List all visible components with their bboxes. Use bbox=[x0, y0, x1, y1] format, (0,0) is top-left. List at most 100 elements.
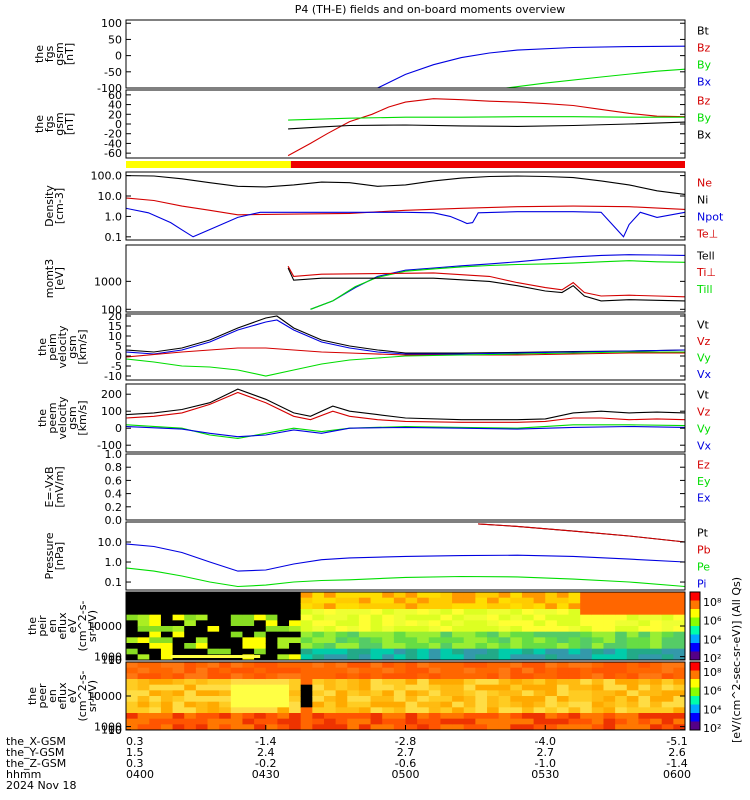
heatmap-cell bbox=[370, 724, 383, 731]
heatmap-cell bbox=[149, 637, 162, 644]
heatmap-cell bbox=[254, 597, 267, 604]
x-row-label: the_Z-GSM bbox=[6, 757, 66, 770]
heatmap-cell bbox=[254, 603, 267, 610]
heatmap-cell bbox=[126, 667, 139, 674]
heatmap-cell bbox=[242, 667, 255, 674]
heatmap-cell bbox=[254, 609, 267, 616]
heatmap-cell bbox=[265, 673, 278, 680]
heatmap-cell bbox=[498, 684, 511, 691]
x-row-value: -2.8 bbox=[395, 735, 416, 748]
heatmap-cell bbox=[661, 620, 674, 627]
heatmap-cell bbox=[393, 626, 406, 633]
x-row-value: 0.3 bbox=[126, 757, 144, 770]
heatmap-cell bbox=[195, 662, 209, 669]
heatmap-cell bbox=[242, 592, 255, 599]
heatmap-cell bbox=[591, 690, 604, 697]
heatmap-cell bbox=[289, 654, 302, 661]
heatmap-cell bbox=[149, 713, 162, 720]
heatmap-cell bbox=[289, 643, 302, 650]
heatmap-cell bbox=[335, 662, 348, 669]
heatmap-cell bbox=[370, 684, 383, 691]
heatmap-cell bbox=[417, 637, 430, 644]
y-axis-label: Pressure bbox=[43, 532, 56, 579]
heatmap-cell bbox=[510, 654, 523, 661]
heatmap-cell bbox=[591, 631, 604, 638]
heatmap-cell bbox=[184, 701, 197, 708]
heatmap-cell bbox=[323, 643, 337, 650]
heatmap-cell bbox=[405, 673, 418, 680]
heatmap-cell bbox=[428, 597, 441, 604]
heatmap-cell bbox=[510, 662, 523, 669]
heatmap-cell bbox=[358, 713, 372, 720]
heatmap-cell bbox=[160, 713, 174, 720]
x-row-value: 1.5 bbox=[126, 746, 144, 759]
heatmap-cell bbox=[289, 631, 302, 638]
heatmap-cell bbox=[126, 701, 139, 708]
heatmap-cell bbox=[230, 684, 243, 691]
heatmap-cell bbox=[626, 679, 639, 686]
colorbar-segment bbox=[690, 651, 700, 661]
heatmap-cell bbox=[230, 690, 243, 697]
x-row-value: -1.4 bbox=[666, 757, 687, 770]
heatmap-cell bbox=[580, 667, 593, 674]
heatmap-cell bbox=[300, 637, 313, 644]
legend-Bx: Bx bbox=[697, 129, 712, 142]
heatmap-cell bbox=[382, 631, 395, 638]
heatmap-cell bbox=[312, 718, 325, 725]
heatmap-cell bbox=[487, 597, 500, 604]
heatmap-cell bbox=[521, 620, 535, 627]
heatmap-cell bbox=[230, 637, 243, 644]
heatmap-cell bbox=[265, 690, 278, 697]
heatmap-cell bbox=[510, 684, 523, 691]
heatmap-cell bbox=[184, 631, 197, 638]
heatmap-cell bbox=[219, 662, 232, 669]
heatmap-cell bbox=[195, 626, 209, 633]
heatmap-cell bbox=[184, 718, 197, 725]
heatmap-cell bbox=[510, 679, 523, 686]
heatmap-cell bbox=[533, 620, 546, 627]
heatmap-cell bbox=[603, 667, 616, 674]
heatmap-cell bbox=[277, 713, 290, 720]
heatmap-cell bbox=[545, 667, 558, 674]
heatmap-cell bbox=[487, 679, 500, 686]
heatmap-cell bbox=[568, 631, 581, 638]
heatmap-cell bbox=[254, 707, 267, 714]
heatmap-cell bbox=[160, 667, 174, 674]
heatmap-cell bbox=[673, 690, 686, 697]
heatmap-cell bbox=[661, 597, 674, 604]
heatmap-cell bbox=[533, 673, 546, 680]
heatmap-cell bbox=[149, 603, 162, 610]
heatmap-cell bbox=[428, 654, 441, 661]
heatmap-cell bbox=[254, 626, 267, 633]
heatmap-cell bbox=[335, 626, 348, 633]
heatmap-cell bbox=[428, 637, 441, 644]
heatmap-cell bbox=[638, 679, 651, 686]
heatmap-cell bbox=[277, 614, 290, 621]
heatmap-cell bbox=[615, 648, 628, 655]
heatmap-cell bbox=[673, 713, 686, 720]
heatmap-cell bbox=[626, 713, 639, 720]
heatmap-cell bbox=[370, 603, 383, 610]
heatmap-cell bbox=[452, 597, 465, 604]
heatmap-cell bbox=[673, 631, 686, 638]
y-axis-label: sr-eV) bbox=[86, 610, 99, 642]
heatmap-cell bbox=[521, 718, 535, 725]
heatmap-cell bbox=[615, 662, 628, 669]
heatmap-cell bbox=[393, 597, 406, 604]
heatmap-cell bbox=[591, 654, 604, 661]
heatmap-cell bbox=[568, 679, 581, 686]
heatmap-cell bbox=[207, 673, 220, 680]
heatmap-cell bbox=[405, 718, 418, 725]
heatmap-cell bbox=[149, 592, 162, 599]
heatmap-cell bbox=[510, 597, 523, 604]
legend-Bz: Bz bbox=[697, 42, 711, 55]
heatmap-cell bbox=[335, 701, 348, 708]
heatmap-cell bbox=[160, 643, 174, 650]
heatmap-cell bbox=[510, 603, 523, 610]
heatmap-cell bbox=[265, 597, 278, 604]
heatmap-cell bbox=[440, 643, 453, 650]
heatmap-cell bbox=[172, 662, 185, 669]
heatmap-cell bbox=[393, 679, 406, 686]
heatmap-cell bbox=[393, 724, 406, 731]
heatmap-cell bbox=[323, 626, 337, 633]
